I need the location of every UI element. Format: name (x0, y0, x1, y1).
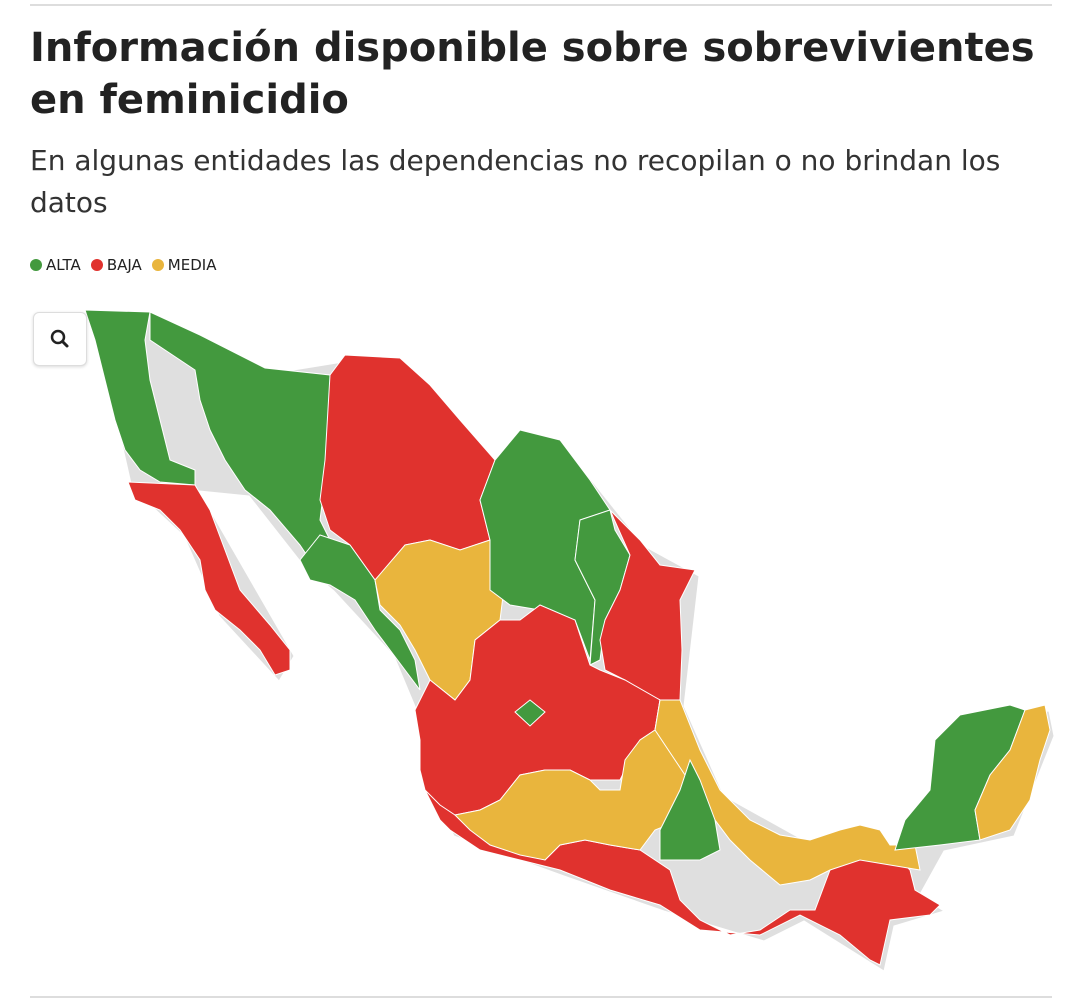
state-region[interactable] (654, 699, 921, 886)
legend-label: ALTA (46, 256, 81, 274)
state-region[interactable] (514, 699, 546, 727)
state-region[interactable] (299, 534, 421, 691)
legend-label: BAJA (106, 256, 142, 274)
legend-swatch (90, 259, 103, 271)
legend: ALTA BAJA MEDIA (30, 256, 216, 274)
legend-item[interactable]: ALTA (30, 256, 81, 274)
search-icon (50, 329, 69, 348)
subtitle: En algunas entidades las dependencias no… (30, 144, 1001, 219)
legend-swatch (30, 259, 42, 271)
bottom-rule (30, 996, 1052, 998)
zoom-button[interactable] (33, 312, 87, 366)
state-region[interactable] (659, 758, 721, 861)
legend-swatch (151, 259, 164, 271)
title: Información disponible sobre sobrevivien… (30, 25, 1035, 123)
state-region[interactable] (127, 481, 291, 676)
legend-item[interactable]: MEDIA (151, 256, 217, 274)
top-rule (30, 4, 1052, 6)
state-region[interactable] (974, 704, 1051, 841)
legend-label: MEDIA (167, 256, 217, 274)
legend-item[interactable]: BAJA (90, 256, 142, 274)
map (84, 309, 1055, 972)
state-region[interactable] (419, 768, 941, 966)
